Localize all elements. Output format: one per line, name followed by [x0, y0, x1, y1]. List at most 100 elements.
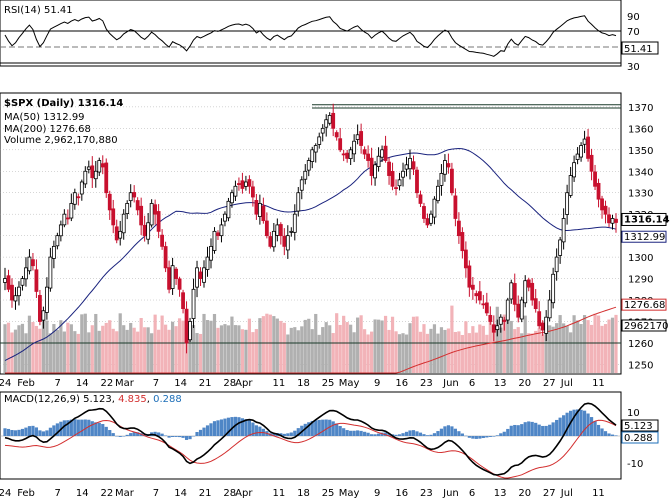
- candle-body: [345, 152, 350, 159]
- candle-body: [383, 145, 388, 161]
- macd-hist-bar: [104, 426, 108, 436]
- macd-hist-bar: [219, 419, 224, 436]
- volume-bar: [188, 330, 192, 373]
- date-tick-label: 7: [54, 378, 60, 389]
- macd-hist-bar: [331, 421, 335, 436]
- date-tick-label: 9: [374, 378, 380, 389]
- macd-hist-bar: [198, 429, 203, 436]
- volume-bar: [457, 331, 461, 373]
- candle-body: [146, 222, 151, 240]
- price-tick-label: 1370: [628, 103, 653, 114]
- macd-hist-bar: [589, 417, 594, 436]
- volume-bar: [223, 324, 227, 373]
- volume-bar: [230, 316, 234, 373]
- candle-body: [470, 284, 475, 290]
- volume-bar: [471, 326, 475, 373]
- candle-body: [436, 185, 440, 202]
- volume-bar: [132, 327, 136, 373]
- candle-body: [107, 193, 112, 211]
- candle-body: [495, 325, 500, 331]
- volume-bar: [261, 316, 265, 373]
- macd-hist-bar: [387, 433, 391, 436]
- volume-bar: [429, 328, 433, 373]
- price-tick-label: 1300: [628, 253, 653, 264]
- volume-bar: [300, 326, 304, 373]
- candle-body: [306, 160, 311, 171]
- candle-body: [31, 259, 35, 267]
- macd-hist-bar: [422, 434, 426, 436]
- macd-hist-bar: [541, 425, 545, 436]
- volume-bar: [216, 327, 220, 373]
- macd-hist-bar: [436, 431, 440, 436]
- macd-hist-bar: [593, 421, 597, 436]
- candle-body: [118, 230, 123, 239]
- macd-hist-bar: [101, 424, 105, 436]
- candle-body: [460, 232, 465, 252]
- candle-body: [561, 218, 566, 243]
- candlesticks: [3, 103, 618, 354]
- rsi-title: RSI(14) 51.41: [4, 5, 73, 16]
- volume-bar: [345, 322, 349, 373]
- date-tick-label: 6: [469, 488, 475, 499]
- candle-body: [505, 299, 510, 321]
- rsi-tick-90: 90: [627, 12, 640, 23]
- candle-body: [404, 164, 409, 170]
- macd-hist-bar: [45, 430, 49, 436]
- macd-hist-bar: [450, 426, 454, 436]
- macd-hist-bar: [223, 418, 227, 436]
- macd-hist-bar: [132, 432, 136, 436]
- candle-body: [596, 182, 601, 200]
- candle-body: [359, 131, 364, 146]
- volume-bar: [219, 325, 224, 373]
- volume-bar: [76, 333, 80, 373]
- macd-hist-bar: [251, 422, 255, 436]
- ma200-legend: MA(200) 1276.68: [4, 124, 91, 135]
- candle-body: [41, 310, 46, 321]
- macd-title: MACD(12,26,9) 5.123, 4.835, 0.288: [4, 394, 182, 405]
- volume-bar: [10, 332, 14, 373]
- macd-hist-bar: [551, 422, 555, 436]
- candle-body: [244, 181, 248, 187]
- volume-bar: [94, 313, 98, 373]
- macd-hist-bar: [111, 433, 115, 436]
- candle-body: [582, 138, 587, 145]
- date-tick-label: 11: [273, 378, 286, 389]
- volume-bar: [439, 327, 444, 373]
- candle-body: [334, 132, 339, 138]
- candle-body: [401, 170, 405, 178]
- macd-hist-bar: [460, 433, 464, 436]
- volume-bar: [499, 327, 503, 373]
- volume-bar: [251, 332, 255, 373]
- volume-bar: [603, 324, 608, 373]
- macd-hist-bar: [66, 420, 70, 436]
- date-tick-label: Jul: [560, 378, 573, 389]
- date-tick-label: 14: [76, 488, 89, 499]
- date-tick-label: May: [339, 378, 360, 389]
- volume-bar: [541, 334, 545, 373]
- volume-bar: [408, 323, 412, 373]
- candle-body: [181, 292, 185, 310]
- volume-bar: [401, 333, 405, 373]
- macd-hist-bar: [373, 434, 377, 436]
- candle-body: [394, 187, 398, 190]
- macd-hist-bar: [38, 430, 42, 436]
- candle-body: [484, 302, 489, 314]
- macd-hist-bar: [31, 425, 35, 436]
- macd-hist-bar: [195, 432, 199, 436]
- volume-bar: [157, 329, 161, 373]
- macd-hist-bar: [509, 425, 513, 436]
- macd-hist-bar: [607, 433, 611, 436]
- price-tick-label: 1250: [628, 360, 653, 371]
- volume-bar: [596, 315, 601, 373]
- candle-body: [191, 288, 196, 319]
- volume-bar: [520, 333, 524, 373]
- macd-hist-bar: [122, 436, 126, 437]
- candle-body: [446, 163, 451, 168]
- candle-body: [509, 282, 514, 300]
- macd-hist-bar: [209, 423, 213, 436]
- volume-bar: [509, 320, 513, 373]
- volume-bar: [17, 325, 21, 373]
- macd-hist-bar: [558, 417, 562, 436]
- date-tick-label: Feb: [17, 378, 35, 389]
- volume-bar: [160, 315, 164, 373]
